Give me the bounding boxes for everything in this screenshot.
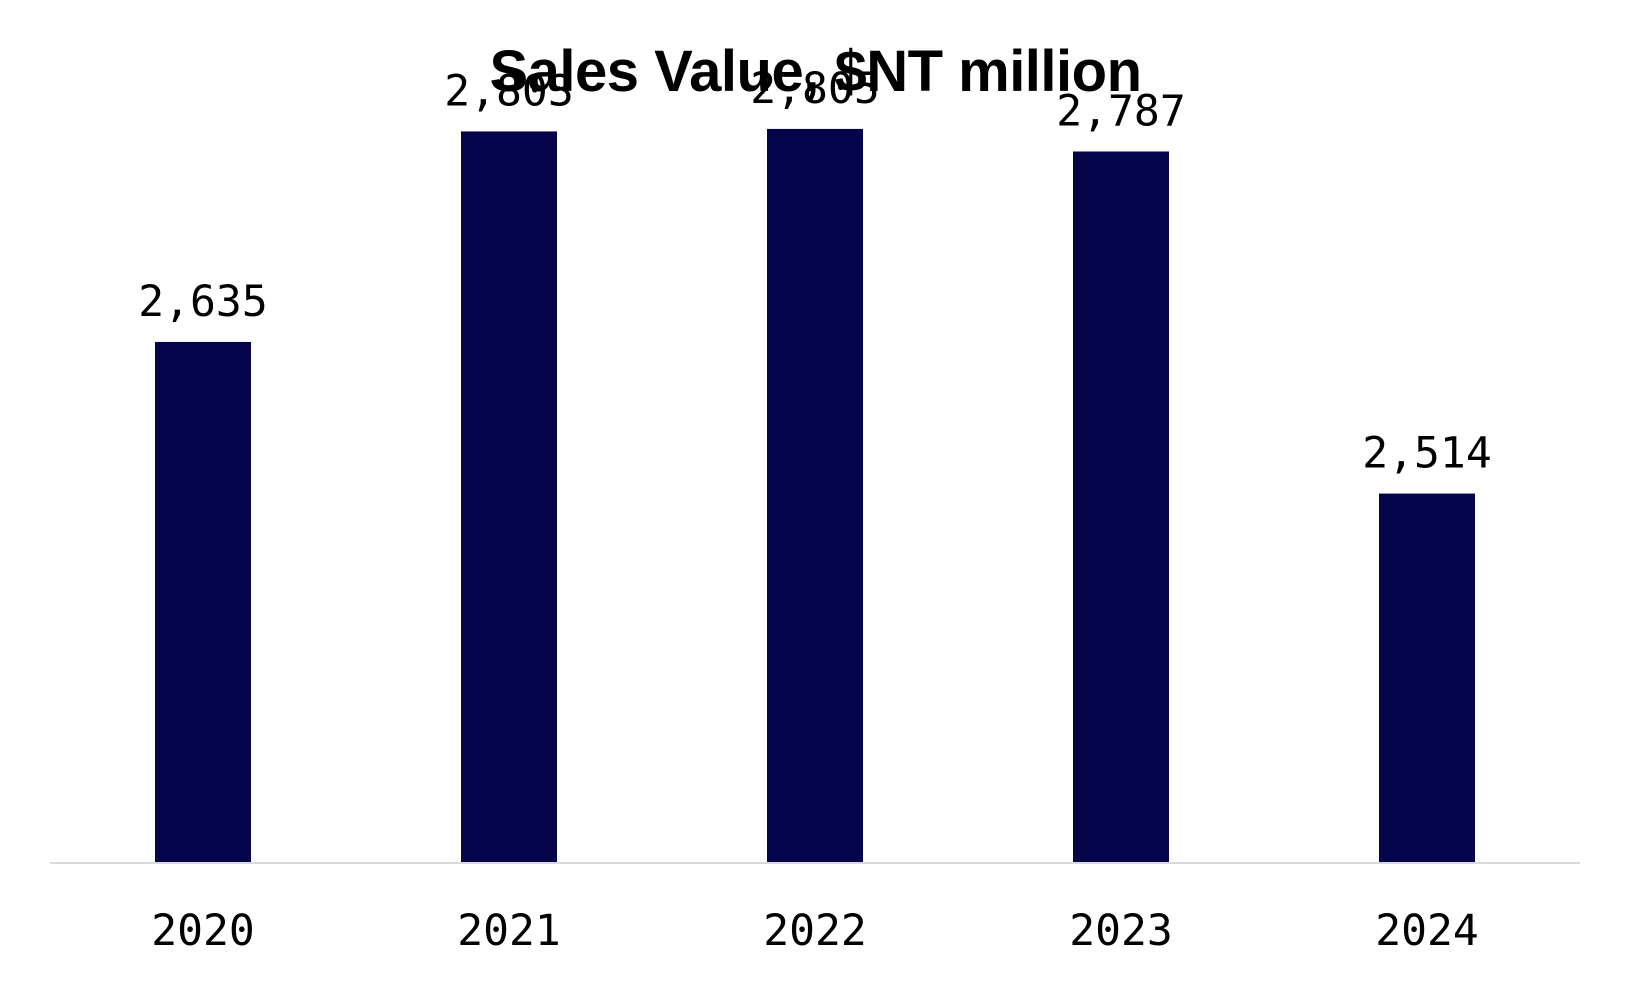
- data-label-2021: 2,803: [444, 66, 573, 116]
- bar-2020: [155, 341, 251, 862]
- bar-2021: [461, 131, 557, 863]
- bar-2024: [1379, 493, 1475, 862]
- x-tick-label-2023: 2023: [1069, 906, 1173, 956]
- x-tick-label-2024: 2024: [1375, 906, 1479, 956]
- x-tick-label-2021: 2021: [457, 906, 561, 956]
- x-tick-label-2022: 2022: [763, 906, 867, 956]
- data-label-2024: 2,514: [1362, 429, 1491, 479]
- data-label-2020: 2,635: [138, 277, 267, 327]
- bar-2022: [767, 128, 863, 862]
- bar-2023: [1073, 151, 1169, 862]
- data-label-2022: 2,805: [750, 64, 879, 114]
- data-label-2023: 2,787: [1056, 86, 1185, 136]
- x-tick-label-2020: 2020: [151, 906, 255, 956]
- chart-title: Sales Value, $NT million: [489, 39, 1142, 104]
